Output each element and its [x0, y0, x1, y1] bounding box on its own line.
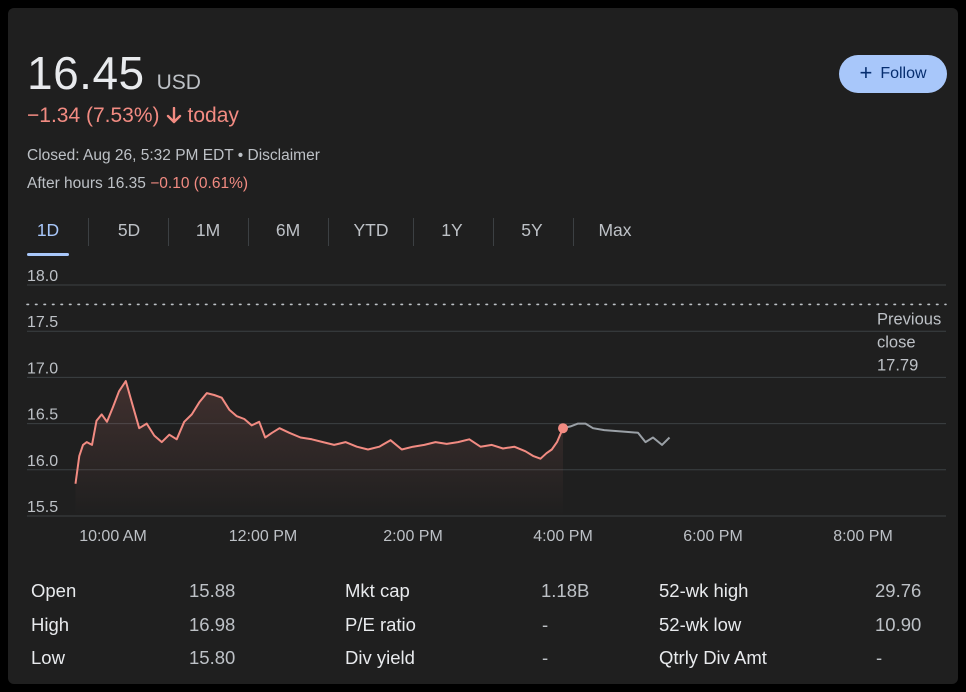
- area-fill: [75, 381, 563, 516]
- x-tick-label: 4:00 PM: [533, 528, 593, 545]
- tab-ytd[interactable]: YTD: [353, 220, 389, 240]
- tab-1d[interactable]: 1D: [27, 216, 69, 260]
- close-point: [558, 423, 568, 434]
- x-tick-label: 12:00 PM: [229, 528, 297, 545]
- stat-label: Low: [31, 647, 65, 668]
- previous-close-label: close: [877, 333, 916, 351]
- tab-divider: [328, 218, 329, 246]
- change-value: −1.34 (7.53%): [27, 104, 160, 127]
- stat-label: 52-wk high: [659, 580, 749, 601]
- stat-value: -: [542, 647, 549, 668]
- tab-5d[interactable]: 5D: [117, 220, 141, 240]
- tab-divider: [413, 218, 414, 246]
- tab-1m[interactable]: 1M: [195, 220, 221, 240]
- market-status: Closed: Aug 26, 5:32 PM EDT • Disclaimer: [27, 147, 320, 164]
- stat-label: Open: [31, 580, 77, 601]
- y-tick-label: 15.5: [27, 499, 58, 516]
- tab-divider: [168, 218, 169, 246]
- stat-value: 29.76: [875, 580, 922, 601]
- plus-icon: +: [859, 60, 873, 85]
- y-tick-label: 18.0: [27, 268, 58, 285]
- y-tick-label: 16.0: [27, 453, 58, 470]
- x-tick-label: 10:00 AM: [79, 528, 147, 545]
- x-tick-label: 2:00 PM: [383, 528, 443, 545]
- price-chart[interactable]: 18.0 17.5 17.0 16.5 16.0 15.5 Previous close 17.…: [8, 8, 958, 568]
- after-hours-change: −0.10 (0.61%): [150, 175, 249, 192]
- previous-close-label: 17.79: [877, 356, 918, 374]
- stat-label: High: [31, 614, 70, 635]
- previous-close-label: Previous: [877, 310, 941, 328]
- tab-max[interactable]: Max: [598, 220, 632, 240]
- follow-label: Follow: [880, 65, 927, 82]
- after-hours: After hours 16.35 −0.10 (0.61%): [27, 175, 248, 193]
- y-tick-label: 17.0: [27, 360, 58, 377]
- stat-label: Mkt cap: [345, 580, 410, 601]
- stat-value: 16.98: [189, 614, 236, 635]
- currency-label: USD: [156, 71, 201, 94]
- current-price: 16.45: [27, 47, 145, 99]
- stat-value: -: [542, 614, 549, 635]
- stat-label: 52-wk low: [659, 614, 742, 635]
- series-line-after-hours: [562, 422, 671, 446]
- x-tick-label: 6:00 PM: [683, 528, 743, 545]
- arrow-down-icon: [166, 107, 181, 124]
- tab-5y[interactable]: 5Y: [521, 220, 543, 240]
- stat-value: 10.90: [875, 614, 922, 635]
- stock-quote-card: 16.45 USD −1.34 (7.53%) today Closed: Au…: [8, 8, 958, 684]
- series-line-regular: [74, 380, 564, 484]
- tab-1y[interactable]: 1Y: [441, 220, 463, 240]
- tab-divider: [573, 218, 574, 246]
- tab-divider: [493, 218, 494, 246]
- tab-6m[interactable]: 6M: [275, 220, 301, 240]
- stat-label: Qtrly Div Amt: [659, 647, 767, 668]
- tab-divider: [248, 218, 249, 246]
- stat-label: Div yield: [345, 647, 415, 668]
- today-label: today: [187, 104, 239, 127]
- y-tick-label: 17.5: [27, 314, 58, 331]
- stat-value: 15.80: [189, 647, 236, 668]
- stat-value: -: [876, 647, 883, 668]
- x-tick-label: 8:00 PM: [833, 528, 893, 545]
- stat-value: 1.18B: [541, 580, 590, 601]
- stat-value: 15.88: [189, 580, 236, 601]
- price-change: −1.34 (7.53%) today: [27, 104, 239, 128]
- tab-divider: [88, 218, 89, 246]
- follow-button[interactable]: + Follow: [839, 55, 947, 93]
- price-row: 16.45 USD: [27, 46, 201, 100]
- y-tick-label: 16.5: [27, 407, 58, 424]
- after-hours-price: After hours 16.35: [27, 175, 146, 192]
- stat-label: P/E ratio: [345, 614, 416, 635]
